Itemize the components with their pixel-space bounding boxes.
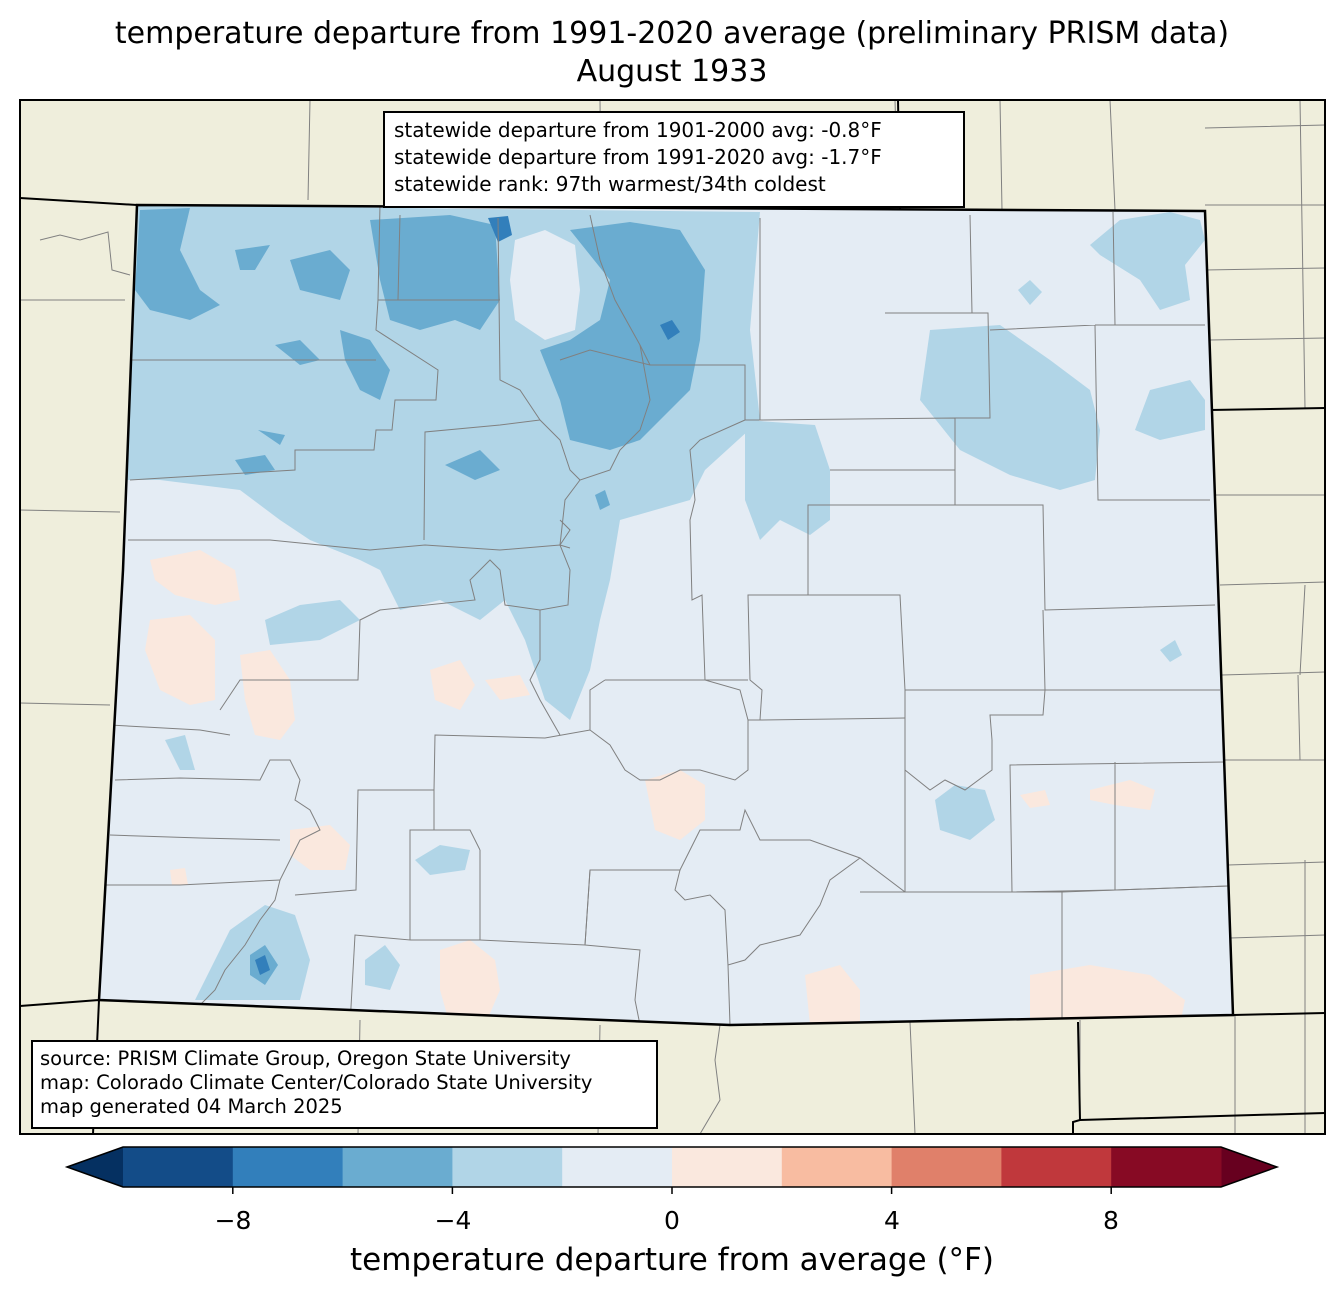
colorbar-extend-high <box>1221 1147 1277 1187</box>
colorbar-label: temperature departure from average (°F) <box>350 1242 994 1278</box>
colorado-county-lines <box>105 205 1229 1025</box>
colorbar-tick-label: 4 <box>884 1206 900 1235</box>
colorbar <box>64 1146 1280 1194</box>
colorbar-bin <box>232 1147 344 1187</box>
source-line: source: PRISM Climate Group, Oregon Stat… <box>40 1047 571 1070</box>
colorado-border <box>97 203 1235 1027</box>
stat-departure-1991-2020: statewide departure from 1991-2020 avg: … <box>394 145 882 169</box>
colorbar-bin <box>562 1147 673 1187</box>
colorbar-tick-label: 8 <box>1103 1206 1119 1235</box>
colorbar-bin <box>1111 1147 1222 1187</box>
colorbar-bin <box>672 1147 783 1187</box>
colorbar-bin <box>1001 1147 1112 1187</box>
colorbar-tick-label: −8 <box>214 1206 252 1235</box>
map-frame <box>19 99 1326 1135</box>
colorbar-bin <box>342 1147 453 1187</box>
stat-departure-1901-2000: statewide departure from 1901-2000 avg: … <box>394 118 882 142</box>
map-credit-line: map: Colorado Climate Center/Colorado St… <box>40 1071 593 1094</box>
statewide-stats-box: statewide departure from 1901-2000 avg: … <box>383 111 965 208</box>
colorbar-tick-label: −4 <box>434 1206 472 1235</box>
colorbar-bin <box>452 1147 563 1187</box>
colorbar-bin <box>891 1147 1002 1187</box>
colorbar-tick-label: 0 <box>664 1206 680 1235</box>
source-box: source: PRISM Climate Group, Oregon Stat… <box>31 1040 658 1129</box>
map-subtitle: August 1933 <box>576 54 768 89</box>
colorado-departure-field <box>99 205 1233 1025</box>
colorbar-bin <box>781 1147 893 1187</box>
generated-date-line: map generated 04 March 2025 <box>40 1095 343 1118</box>
colorbar-outline <box>64 1146 1280 1188</box>
stat-rank: statewide rank: 97th warmest/34th coldes… <box>394 172 826 196</box>
colorbar-extend-low <box>67 1147 123 1187</box>
colorbar-bin <box>123 1147 234 1187</box>
map-title: temperature departure from 1991-2020 ave… <box>114 16 1230 51</box>
